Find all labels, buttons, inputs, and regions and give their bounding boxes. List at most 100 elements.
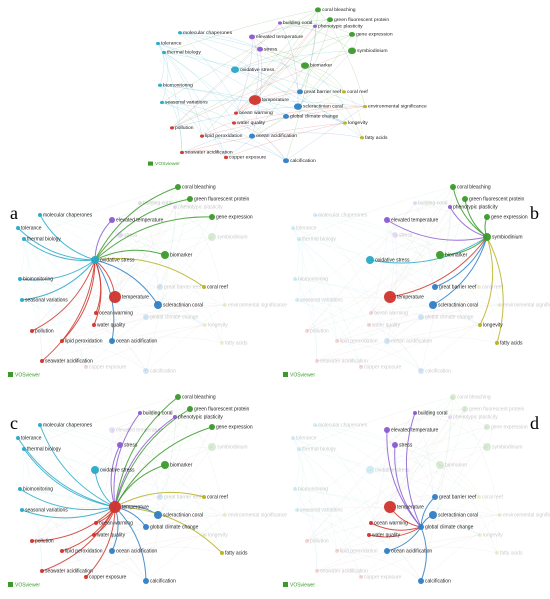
link	[139, 202, 213, 238]
link	[386, 286, 480, 342]
node	[157, 494, 163, 500]
node-label: copper exposure	[364, 364, 401, 370]
link	[360, 534, 481, 578]
link	[111, 254, 166, 342]
node	[495, 551, 499, 555]
node-label: phenotypic plasticity	[178, 204, 223, 210]
link	[21, 299, 147, 372]
link	[299, 26, 316, 92]
link	[386, 198, 466, 221]
link	[93, 534, 147, 582]
link	[17, 437, 43, 572]
link	[21, 238, 29, 301]
link	[306, 202, 416, 332]
link	[23, 238, 226, 306]
link	[336, 340, 422, 372]
link	[432, 236, 488, 306]
node	[283, 113, 289, 119]
link	[235, 19, 331, 114]
link	[94, 259, 102, 314]
node	[18, 277, 22, 281]
link	[19, 259, 96, 281]
network-panel: coral bleaching green fluorescent protein…	[148, 7, 427, 166]
link	[94, 236, 213, 261]
node-label: building coral	[418, 410, 447, 416]
link	[19, 488, 43, 572]
link	[61, 550, 147, 582]
link	[434, 236, 488, 288]
link	[111, 408, 191, 431]
node-label: temperature	[397, 504, 424, 510]
link	[292, 437, 300, 490]
link	[251, 49, 262, 137]
link	[386, 408, 466, 431]
node	[462, 196, 468, 202]
node-label: elevated temperature	[391, 217, 438, 223]
node	[173, 415, 177, 419]
node	[313, 423, 317, 427]
node-label: stress	[124, 442, 138, 448]
node	[203, 323, 207, 327]
link	[203, 496, 223, 554]
node-label: ocean acidification	[116, 548, 157, 554]
link	[478, 496, 498, 554]
link	[111, 429, 161, 498]
logo-icon	[8, 372, 13, 377]
node-label: coral bleaching	[457, 184, 491, 190]
node-label: thermal biology	[27, 446, 61, 452]
link	[370, 522, 422, 531]
link	[343, 91, 363, 138]
node-label: environmental significance	[503, 302, 550, 308]
link	[279, 22, 353, 35]
link	[369, 259, 434, 306]
node	[366, 256, 374, 264]
node-label: green fluorescent protein	[469, 196, 525, 202]
node	[16, 226, 20, 230]
link	[233, 122, 287, 161]
node-label: coral reef	[482, 494, 503, 500]
node	[305, 329, 309, 333]
link	[296, 448, 304, 511]
node-label: elevated temperature	[116, 427, 163, 433]
node-label: calcification	[290, 158, 316, 162]
link	[93, 396, 179, 536]
link	[85, 324, 206, 368]
link	[157, 43, 287, 117]
link	[317, 9, 366, 107]
link	[294, 488, 422, 528]
link	[292, 227, 300, 280]
node-label: water quality	[237, 120, 266, 124]
link	[314, 424, 441, 466]
node-label: fatty acids	[225, 340, 248, 346]
link	[161, 102, 235, 124]
link	[298, 396, 454, 450]
link	[296, 238, 304, 301]
link	[386, 526, 422, 552]
node	[22, 237, 26, 241]
node-label: phenotypic plasticity	[178, 414, 223, 420]
link	[386, 444, 397, 552]
link	[389, 236, 488, 298]
node	[84, 575, 88, 579]
node	[158, 83, 162, 87]
link	[336, 186, 454, 342]
node	[20, 298, 24, 302]
link	[369, 412, 416, 471]
link	[23, 186, 179, 240]
node-label: fatty acids	[500, 550, 523, 556]
link	[360, 316, 422, 368]
panel-label: d	[530, 413, 539, 433]
node-label: lipid peroxidation	[205, 134, 243, 138]
node-label: green fluorescent protein	[469, 406, 525, 412]
link	[414, 412, 488, 448]
link	[95, 429, 113, 524]
link	[161, 9, 319, 103]
link	[41, 324, 206, 362]
node-label: tolerance	[296, 225, 317, 231]
link	[110, 444, 121, 508]
link	[439, 236, 488, 256]
link	[296, 299, 422, 372]
link	[394, 234, 498, 344]
link	[159, 408, 191, 498]
node-label: copper exposure	[364, 574, 401, 580]
